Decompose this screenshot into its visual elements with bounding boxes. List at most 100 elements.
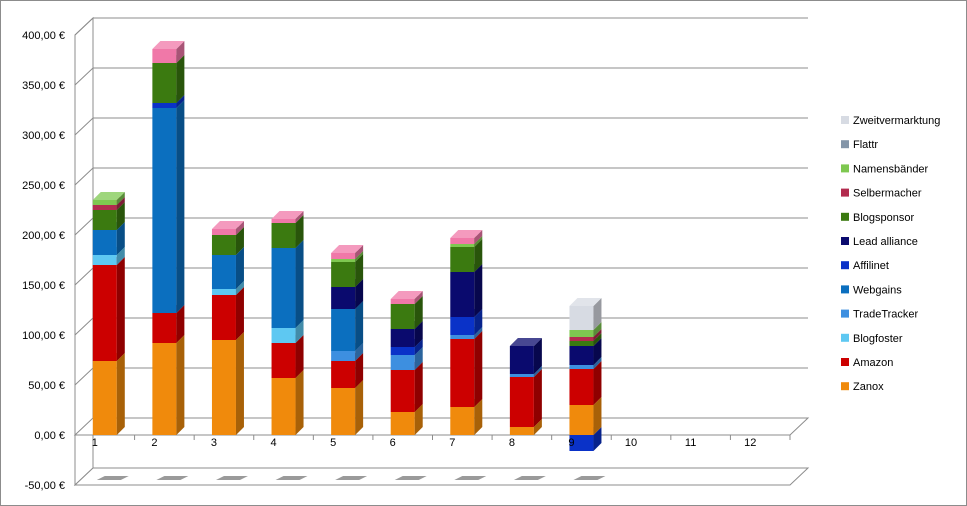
bar-segment-top: [450, 230, 483, 238]
y-tick-label: 200,00 €: [22, 230, 65, 242]
y-tick-label: 400,00 €: [22, 30, 65, 42]
bar-segment: [509, 377, 534, 427]
bar-segment: [569, 435, 594, 451]
bar-segment-side: [593, 357, 602, 369]
bar-segment-side: [474, 239, 483, 272]
bar-segment: [211, 295, 236, 340]
bar-segment-side: [355, 380, 364, 435]
y-tick-label: -50,00 €: [25, 480, 65, 492]
legend-label: Blogfoster: [853, 333, 903, 345]
bar-segment-side: [295, 240, 304, 328]
bar-segment: [390, 299, 415, 304]
bar-shadow: [96, 476, 129, 480]
bar-segment-side: [176, 305, 185, 343]
bar-segment-side: [593, 338, 602, 365]
legend-swatch: [841, 188, 849, 197]
bar-segment-side: [116, 197, 125, 210]
bar-segment: [92, 230, 117, 255]
bar-segment: [569, 330, 594, 337]
bar-segment: [509, 427, 534, 435]
bar-segment: [331, 262, 356, 287]
bar-segment: [509, 346, 534, 374]
bar-segment-side: [176, 95, 185, 108]
bar-segment-side: [176, 100, 185, 313]
y-tick-label: 300,00 €: [22, 130, 65, 142]
bar-segment-side: [355, 343, 364, 361]
y-tick-label: 100,00 €: [22, 330, 65, 342]
bar-segment-side: [355, 254, 364, 287]
bar-segment: [569, 337, 594, 341]
bar-segment: [211, 235, 236, 255]
bar-segment-side: [355, 301, 364, 351]
bar-segment-side: [295, 215, 304, 248]
bar-segment-side: [295, 370, 304, 435]
bar-segment-side: [295, 320, 304, 343]
legend-label: Webgains: [853, 284, 902, 296]
bar-segment: [271, 378, 296, 435]
bar-segment-side: [355, 353, 364, 388]
legend-swatch: [841, 285, 849, 294]
bar-segment: [271, 248, 296, 328]
bar-segment-top: [152, 41, 185, 49]
legend-label: Affilinet: [853, 260, 889, 272]
bar-segment: [390, 304, 415, 329]
bar-segment: [390, 412, 415, 435]
bar-segment: [271, 219, 296, 223]
legend-swatch: [841, 212, 849, 221]
bar-segment: [331, 388, 356, 435]
bar-segment-top: [390, 291, 423, 299]
bar-segment-side: [116, 247, 125, 265]
bar-segment: [152, 49, 177, 63]
legend-swatch: [841, 237, 849, 245]
bar-segment-top: [569, 298, 602, 306]
bar-segment: [92, 265, 117, 361]
bar-segment: [331, 259, 356, 262]
bar-segment: [390, 370, 415, 412]
legend-label: Flattr: [853, 139, 878, 151]
legend-label: Blogsponsor: [853, 212, 914, 224]
legend-label: Zanox: [853, 381, 884, 393]
legend-swatch: [841, 358, 849, 366]
bar-segment-side: [116, 257, 125, 361]
side-wall: [74, 16, 94, 487]
x-tick-label: 8: [509, 437, 515, 449]
bar-segment-side: [533, 419, 542, 435]
bar-segment: [92, 361, 117, 435]
bar-segment: [450, 244, 475, 247]
legend-swatch: [841, 164, 849, 173]
bar-segment-side: [414, 404, 423, 435]
bar-segment: [390, 355, 415, 370]
bar-segment-side: [414, 362, 423, 412]
bar-segment-side: [533, 338, 542, 374]
bar-segment-side: [593, 298, 602, 330]
bar-segment: [152, 108, 177, 313]
bar-segment-top: [211, 221, 244, 229]
bar-segment-side: [295, 211, 304, 223]
x-tick-label: 9: [568, 437, 574, 449]
bar-segment-side: [235, 332, 244, 435]
bar-segment-side: [474, 236, 483, 247]
bar-shadow: [215, 476, 248, 480]
bar-segment-side: [414, 291, 423, 304]
legend-label: Namensbänder: [853, 163, 929, 175]
bar-segment-side: [235, 281, 244, 295]
bar-segment-side: [474, 327, 483, 339]
x-tick-label: 1: [92, 437, 98, 449]
bar-segment: [271, 328, 296, 343]
bar-segment: [92, 255, 117, 265]
bar-segment: [92, 205, 117, 210]
bars: [92, 41, 602, 451]
bar-segment-side: [593, 322, 602, 337]
bar-segment-side: [533, 366, 542, 377]
bar-segment-top: [92, 192, 125, 200]
bar-segment: [569, 405, 594, 435]
legend-label: Amazon: [853, 357, 893, 369]
bar-segment-side: [176, 335, 185, 435]
y-axis-tick-labels: -50,00 € 0,00 € 50,00 € 100,00 € 150,00 € 200…: [22, 30, 65, 492]
x-tick-label: 11: [685, 437, 696, 449]
bar-segment-top: [509, 338, 542, 346]
floor-plane: [73, 467, 810, 486]
bar-segment-side: [176, 41, 185, 63]
legend-label: TradeTracker: [853, 309, 919, 321]
